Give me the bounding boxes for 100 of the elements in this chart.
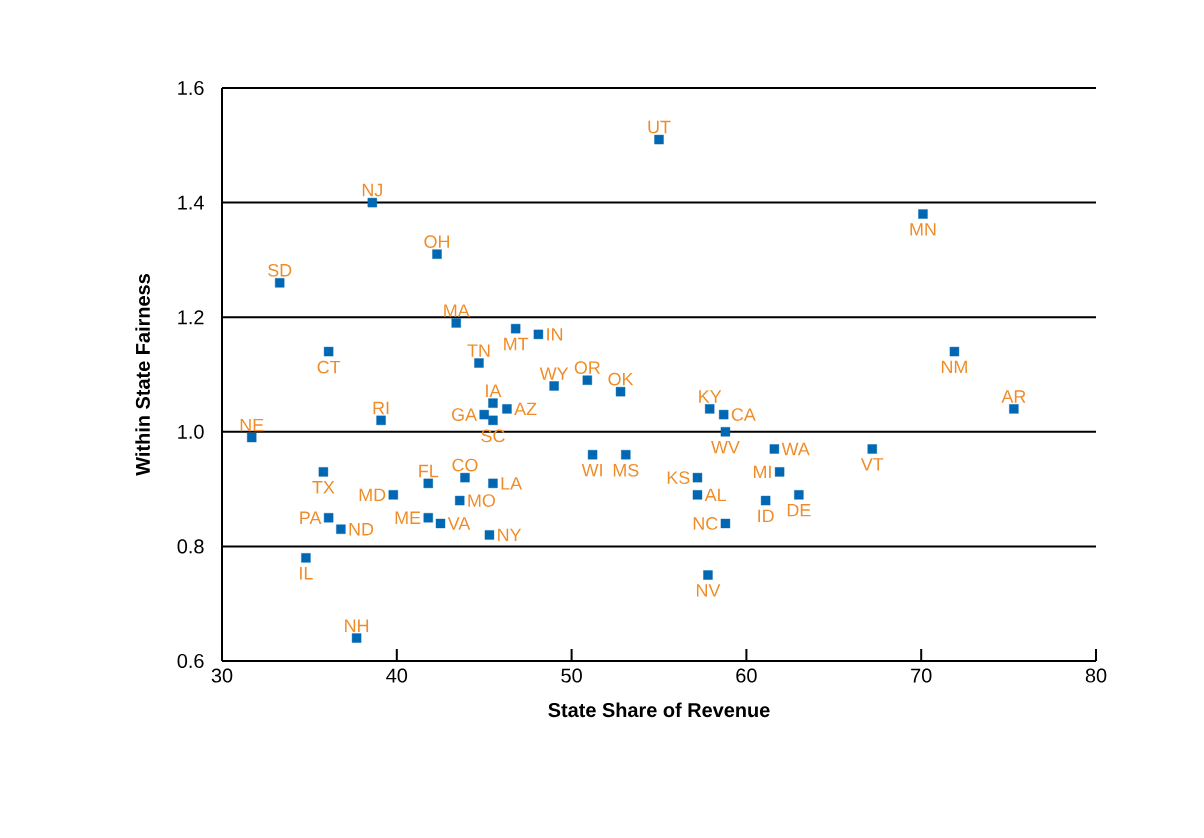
point <box>323 513 334 523</box>
point <box>435 518 446 529</box>
annotation: WA <box>781 442 810 456</box>
annotation: IN <box>547 328 563 341</box>
point <box>720 518 731 529</box>
annotation: AR <box>1001 390 1026 403</box>
point <box>376 415 386 426</box>
x-tick-label: 40 <box>386 668 408 683</box>
point <box>1009 404 1019 414</box>
point <box>692 472 703 483</box>
annotation: CA <box>731 408 756 421</box>
annotation: MA <box>444 304 470 317</box>
y-tick-label: 0.6 <box>177 653 204 669</box>
point <box>720 427 731 437</box>
point <box>867 444 877 454</box>
point <box>549 381 559 391</box>
point <box>423 478 433 489</box>
x-tick-label: 50 <box>561 668 582 683</box>
y-tick-label: 1.4 <box>178 195 204 210</box>
annotation: NE <box>240 418 264 432</box>
y-axis-title: Within State Fairness <box>135 274 150 476</box>
annotation: AZ <box>514 402 537 416</box>
annotation: DE <box>787 504 811 517</box>
annotation: SC <box>481 429 505 443</box>
x-tick-label: 80 <box>1085 668 1107 683</box>
point <box>247 432 257 443</box>
annotation: MS <box>613 463 639 477</box>
point <box>533 329 544 340</box>
annotation: MI <box>753 465 771 479</box>
point <box>918 209 928 219</box>
y-tick-label: 0.8 <box>177 539 204 554</box>
point <box>582 375 593 385</box>
point <box>621 450 631 460</box>
point <box>654 134 664 145</box>
annotation: SD <box>268 263 292 277</box>
point <box>510 323 521 334</box>
point <box>502 404 512 414</box>
point <box>367 197 378 208</box>
annotation: NM <box>941 360 967 374</box>
annotation: UT <box>648 120 671 134</box>
annotation: CT <box>317 360 341 374</box>
annotation: NH <box>345 619 369 632</box>
point <box>479 409 489 420</box>
point <box>949 346 960 357</box>
annotation: VA <box>447 517 471 530</box>
point <box>351 633 362 643</box>
annotation: KS <box>667 471 690 484</box>
point <box>769 444 780 454</box>
point <box>432 249 442 259</box>
annotation: GA <box>452 408 477 421</box>
point <box>423 513 433 523</box>
annotation: WY <box>539 367 569 380</box>
y-tick-label: 1.0 <box>178 424 204 439</box>
annotation: TX <box>312 481 335 494</box>
point <box>460 472 470 483</box>
annotation: VT <box>860 458 884 471</box>
point <box>474 358 484 368</box>
point <box>703 570 713 580</box>
point <box>692 490 703 500</box>
point <box>794 490 804 500</box>
annotation: MT <box>504 337 529 351</box>
point <box>760 495 771 506</box>
point <box>323 346 334 357</box>
annotation: MD <box>359 488 386 501</box>
annotation: KY <box>699 390 722 403</box>
point <box>301 553 311 563</box>
y-tick-label: 1.6 <box>178 80 204 96</box>
point <box>774 467 785 477</box>
point <box>488 478 498 489</box>
point <box>718 409 729 420</box>
annotation: NV <box>696 584 721 597</box>
annotation: MO <box>468 494 495 507</box>
x-tick-label: 60 <box>736 668 757 683</box>
point <box>318 467 329 477</box>
y-tick-label: 1.2 <box>178 310 204 325</box>
point <box>336 524 346 534</box>
annotation: ME <box>395 511 421 524</box>
annotation: AL <box>704 488 726 501</box>
point <box>587 450 598 460</box>
annotation: OH <box>424 235 449 248</box>
x-tick-label: 70 <box>911 668 932 683</box>
annotation: WV <box>711 440 740 454</box>
annotation: FL <box>419 464 439 478</box>
annotation: TN <box>467 344 490 357</box>
point <box>488 398 498 408</box>
point <box>388 490 399 500</box>
point <box>615 386 626 397</box>
annotation: NY <box>498 528 522 542</box>
annotation: IA <box>486 384 502 397</box>
point <box>455 495 465 506</box>
annotation: NJ <box>362 183 382 197</box>
annotation: ND <box>349 523 374 536</box>
annotation: MN <box>910 223 936 236</box>
annotation: OK <box>608 372 634 386</box>
annotation: NC <box>693 517 718 530</box>
annotation: IL <box>300 567 313 580</box>
annotation: PA <box>300 511 322 524</box>
annotation: LA <box>501 477 523 490</box>
point <box>451 318 461 328</box>
point <box>274 278 285 288</box>
